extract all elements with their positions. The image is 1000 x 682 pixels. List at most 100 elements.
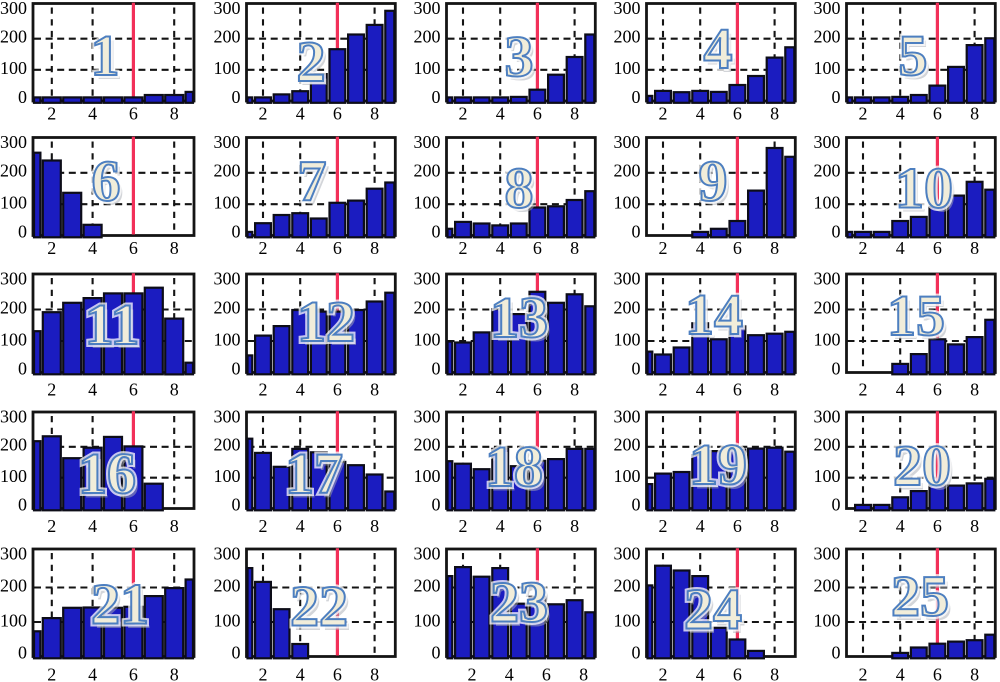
svg-text:300: 300 (614, 544, 641, 564)
svg-text:4: 4 (696, 516, 705, 536)
svg-text:7: 7 (298, 148, 327, 213)
svg-text:300: 300 (214, 544, 241, 564)
svg-text:6: 6 (92, 148, 121, 213)
svg-text:0: 0 (18, 642, 27, 662)
svg-text:300: 300 (614, 407, 641, 427)
svg-text:4: 4 (707, 20, 736, 85)
svg-text:6: 6 (733, 238, 742, 258)
svg-text:8: 8 (170, 665, 179, 682)
svg-text:0: 0 (632, 87, 641, 107)
svg-text:2: 2 (259, 104, 268, 124)
svg-text:100: 100 (814, 466, 841, 486)
svg-text:300: 300 (0, 0, 27, 18)
svg-text:4: 4 (896, 104, 905, 124)
svg-text:2: 2 (859, 665, 868, 682)
svg-text:4: 4 (296, 238, 305, 258)
svg-text:100: 100 (0, 610, 27, 630)
svg-text:6: 6 (733, 665, 742, 682)
svg-text:300: 300 (614, 269, 641, 289)
svg-text:2: 2 (859, 516, 868, 536)
svg-text:4: 4 (496, 516, 505, 536)
svg-text:0: 0 (632, 358, 641, 378)
svg-text:20: 20 (893, 433, 951, 498)
svg-text:0: 0 (432, 358, 441, 378)
svg-text:6: 6 (129, 665, 138, 682)
svg-text:11: 11 (88, 296, 143, 361)
svg-text:300: 300 (614, 0, 641, 18)
svg-text:100: 100 (614, 329, 641, 349)
svg-text:21: 21 (91, 572, 149, 637)
svg-text:2: 2 (297, 29, 326, 94)
svg-text:300: 300 (214, 269, 241, 289)
svg-text:21: 21 (95, 576, 153, 641)
svg-text:4: 4 (896, 380, 905, 400)
svg-text:9: 9 (702, 153, 731, 218)
svg-text:4: 4 (696, 380, 705, 400)
svg-text:5: 5 (902, 27, 931, 92)
svg-text:300: 300 (614, 132, 641, 152)
svg-text:300: 300 (414, 407, 441, 427)
svg-text:22: 22 (290, 574, 348, 639)
svg-text:100: 100 (814, 58, 841, 78)
svg-text:2: 2 (47, 665, 56, 682)
svg-text:24: 24 (688, 581, 746, 646)
svg-text:8: 8 (570, 516, 579, 536)
svg-text:2: 2 (659, 380, 668, 400)
svg-text:25: 25 (891, 564, 949, 629)
svg-text:0: 0 (232, 87, 241, 107)
svg-text:4: 4 (696, 665, 705, 682)
svg-text:0: 0 (832, 358, 841, 378)
svg-text:0: 0 (432, 642, 441, 662)
svg-text:15: 15 (887, 283, 945, 348)
svg-text:0: 0 (632, 494, 641, 514)
svg-text:0: 0 (18, 87, 27, 107)
svg-text:2: 2 (300, 33, 329, 98)
svg-text:17: 17 (289, 445, 347, 510)
svg-text:8: 8 (970, 516, 979, 536)
svg-text:200: 200 (214, 435, 241, 455)
svg-text:6: 6 (333, 104, 342, 124)
svg-text:100: 100 (0, 466, 27, 486)
svg-text:300: 300 (214, 407, 241, 427)
svg-text:6: 6 (933, 104, 942, 124)
svg-text:6: 6 (733, 516, 742, 536)
svg-text:200: 200 (0, 435, 27, 455)
svg-text:15: 15 (891, 287, 949, 352)
svg-text:100: 100 (414, 329, 441, 349)
svg-text:8: 8 (370, 238, 379, 258)
svg-text:3: 3 (505, 24, 534, 89)
svg-text:8: 8 (770, 516, 779, 536)
svg-text:0: 0 (18, 494, 27, 514)
svg-text:6: 6 (933, 380, 942, 400)
svg-text:10: 10 (895, 155, 953, 220)
svg-text:25: 25 (891, 564, 949, 629)
svg-text:11: 11 (85, 292, 140, 357)
svg-text:5: 5 (899, 23, 928, 88)
svg-text:4: 4 (496, 238, 505, 258)
svg-text:100: 100 (414, 466, 441, 486)
svg-text:6: 6 (129, 380, 138, 400)
svg-text:16: 16 (78, 441, 136, 506)
svg-text:300: 300 (414, 269, 441, 289)
svg-text:8: 8 (170, 380, 179, 400)
svg-text:200: 200 (414, 435, 441, 455)
svg-text:100: 100 (214, 466, 241, 486)
svg-text:100: 100 (614, 58, 641, 78)
svg-text:6: 6 (333, 516, 342, 536)
svg-text:20: 20 (893, 433, 951, 498)
svg-text:6: 6 (533, 380, 542, 400)
svg-text:8: 8 (508, 160, 537, 225)
svg-text:200: 200 (614, 161, 641, 181)
svg-text:11: 11 (85, 292, 140, 357)
svg-text:23: 23 (494, 574, 552, 639)
svg-text:1: 1 (91, 23, 120, 88)
svg-text:7: 7 (301, 153, 330, 218)
svg-text:4: 4 (696, 104, 705, 124)
svg-text:3: 3 (505, 24, 534, 89)
svg-text:2: 2 (859, 104, 868, 124)
svg-text:300: 300 (814, 0, 841, 18)
svg-text:300: 300 (414, 544, 441, 564)
svg-text:21: 21 (91, 572, 149, 637)
svg-text:2: 2 (659, 104, 668, 124)
svg-text:0: 0 (232, 221, 241, 241)
